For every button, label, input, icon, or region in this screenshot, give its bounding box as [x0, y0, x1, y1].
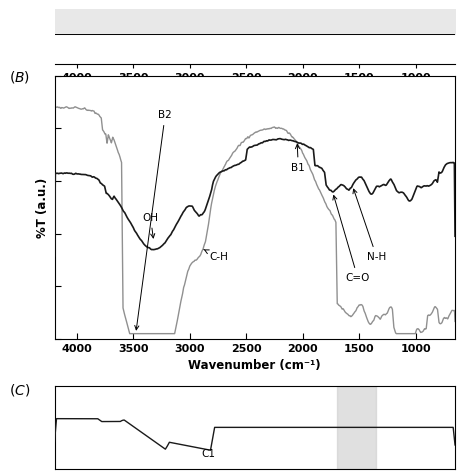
Text: B2: B2: [135, 110, 172, 330]
Text: B1: B1: [292, 145, 305, 173]
Text: N-H: N-H: [353, 189, 386, 262]
Text: C1: C1: [201, 449, 215, 459]
Y-axis label: %T (a.u.): %T (a.u.): [36, 177, 49, 237]
X-axis label: Wavenumber (cm⁻¹): Wavenumber (cm⁻¹): [189, 359, 321, 372]
Text: C-H: C-H: [204, 249, 228, 262]
Text: C=O: C=O: [333, 196, 370, 283]
Text: OH: OH: [143, 212, 158, 238]
Text: $(C)$: $(C)$: [9, 382, 31, 398]
Text: $(B)$: $(B)$: [9, 69, 31, 85]
X-axis label: Wavenumber (cm⁻¹): Wavenumber (cm⁻¹): [189, 86, 321, 99]
